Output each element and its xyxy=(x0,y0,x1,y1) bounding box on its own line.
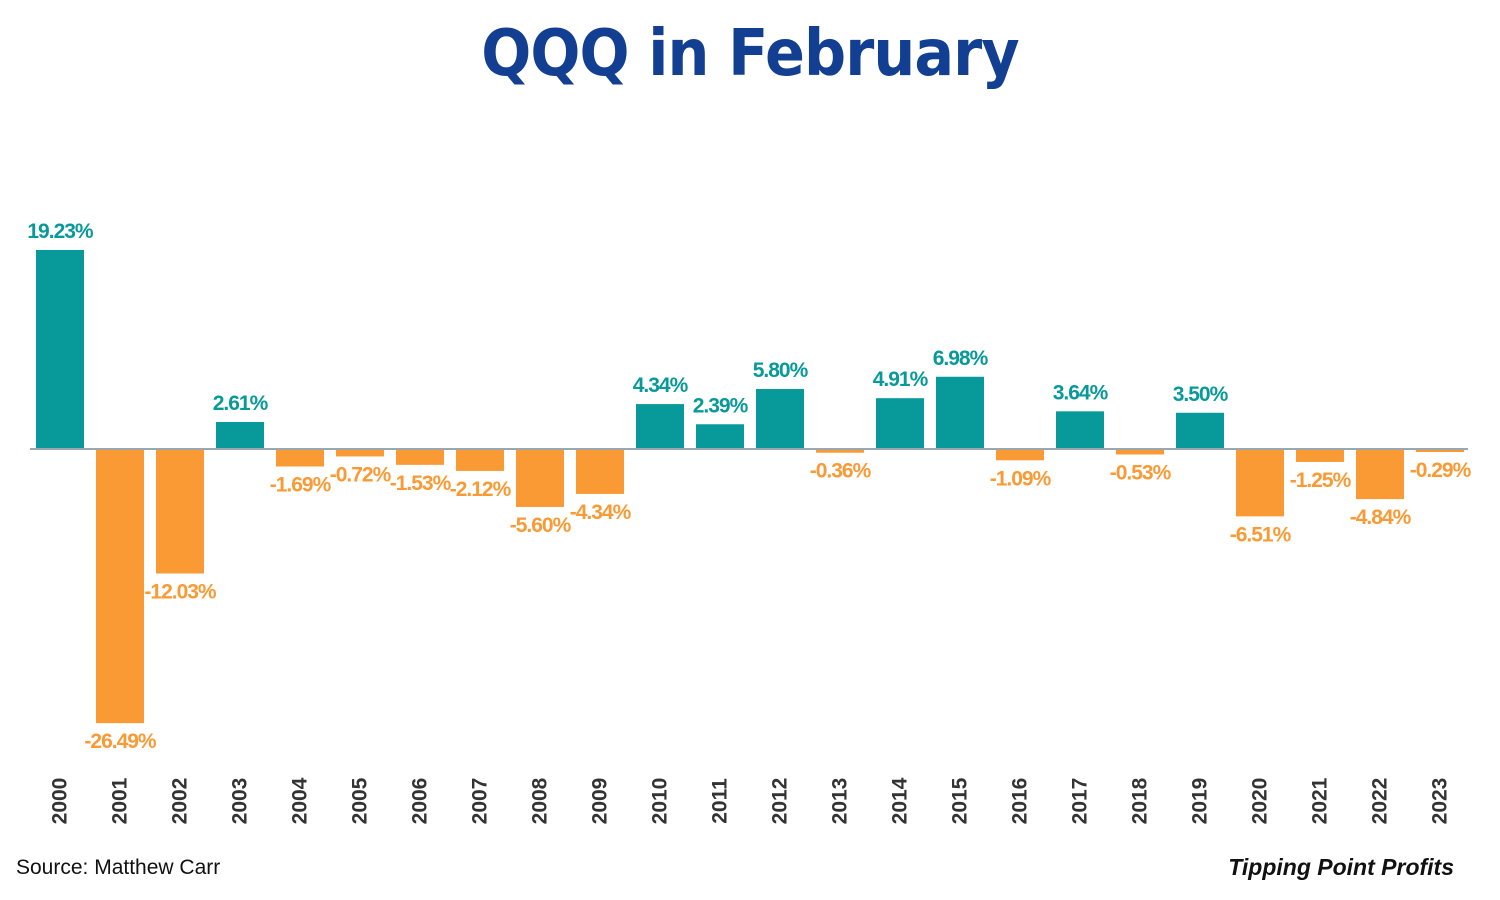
x-tick-label-2011: 2011 xyxy=(709,778,732,824)
bar-2019 xyxy=(1176,412,1224,449)
value-label-2018: -0.53% xyxy=(1110,461,1172,484)
value-label-2004: -1.69% xyxy=(270,473,332,496)
bar-2008 xyxy=(516,449,564,507)
value-label-2007: -2.12% xyxy=(450,478,512,501)
x-tick-label-2003: 2003 xyxy=(229,778,252,825)
x-tick-label-2005: 2005 xyxy=(349,777,372,824)
x-axis-tick-labels: 2000 2001 2002 2003 2004 2005 2006 2007 2008 2009… xyxy=(49,777,1452,824)
value-label-2005: -0.72% xyxy=(330,463,392,486)
x-tick-label-2002: 2002 xyxy=(169,778,192,825)
bar-2009 xyxy=(576,449,624,494)
bar-2018 xyxy=(1116,449,1164,455)
bar-2005 xyxy=(336,449,384,457)
x-tick-label-2000: 2000 xyxy=(49,778,72,825)
value-label-2008: -5.60% xyxy=(510,514,572,537)
x-tick-label-2022: 2022 xyxy=(1369,778,1392,825)
bar-2017 xyxy=(1056,411,1104,449)
bar-2001 xyxy=(96,449,144,724)
x-tick-label-2001: 2001 xyxy=(109,777,132,824)
x-tick-label-2018: 2018 xyxy=(1129,777,1152,824)
bar-2003 xyxy=(216,421,264,449)
bar-2002 xyxy=(156,449,204,574)
x-tick-label-2016: 2016 xyxy=(1009,778,1032,825)
bar-2015 xyxy=(936,376,984,449)
value-label-2002: -12.03% xyxy=(144,580,217,603)
x-tick-label-2014: 2014 xyxy=(889,777,912,824)
value-label-2010: 4.34% xyxy=(633,374,689,397)
x-tick-label-2010: 2010 xyxy=(649,778,672,825)
bar-2021 xyxy=(1296,449,1344,462)
x-tick-label-2012: 2012 xyxy=(769,778,792,825)
bar-2023 xyxy=(1416,449,1464,453)
x-tick-label-2015: 2015 xyxy=(949,777,972,824)
x-tick-label-2021: 2021 xyxy=(1309,777,1332,824)
x-tick-label-2006: 2006 xyxy=(409,778,432,825)
bar-2020 xyxy=(1236,449,1284,517)
brand-logo-text: Tipping Point Profits xyxy=(1228,854,1454,880)
x-tick-label-2004: 2004 xyxy=(289,777,312,824)
x-tick-label-2020: 2020 xyxy=(1249,778,1272,825)
x-tick-label-2008: 2008 xyxy=(529,777,552,824)
value-label-2015: 6.98% xyxy=(933,347,989,370)
value-label-2022: -4.84% xyxy=(1350,506,1412,529)
bar-2000 xyxy=(36,250,84,449)
bar-2006 xyxy=(396,449,444,465)
value-label-2019: 3.50% xyxy=(1173,383,1229,406)
x-tick-label-2019: 2019 xyxy=(1189,778,1212,825)
value-label-2014: 4.91% xyxy=(873,368,929,391)
bar-2013 xyxy=(816,449,864,453)
chart-title: QQQ in February xyxy=(481,17,1019,91)
value-label-2016: -1.09% xyxy=(990,467,1052,490)
value-label-2013: -0.36% xyxy=(810,460,872,483)
value-label-2012: 5.80% xyxy=(753,359,809,382)
x-tick-label-2009: 2009 xyxy=(589,778,612,825)
bars-group xyxy=(36,250,1464,724)
x-tick-label-2023: 2023 xyxy=(1429,778,1452,825)
value-label-2003: 2.61% xyxy=(213,392,269,415)
value-labels-group: 19.23%-26.49%-12.03%2.61%-1.69% -0.72% -1.… xyxy=(27,220,1472,753)
value-label-2023: -0.29% xyxy=(1410,459,1472,482)
value-label-2020: -6.51% xyxy=(1230,523,1292,546)
bar-2007 xyxy=(456,449,504,471)
bar-2012 xyxy=(756,388,804,449)
bar-2022 xyxy=(1356,449,1404,500)
x-tick-label-2013: 2013 xyxy=(829,778,852,825)
bar-2014 xyxy=(876,398,924,449)
x-tick-label-2007: 2007 xyxy=(469,778,492,825)
value-label-2017: 3.64% xyxy=(1053,381,1109,404)
value-label-2009: -4.34% xyxy=(570,501,632,524)
value-label-2011: 2.39% xyxy=(693,394,749,417)
x-tick-label-2017: 2017 xyxy=(1069,778,1092,825)
bar-2016 xyxy=(996,449,1044,461)
value-label-2001: -26.49% xyxy=(84,730,157,753)
bar-2010 xyxy=(636,404,684,449)
bar-2004 xyxy=(276,449,324,467)
value-label-2021: -1.25% xyxy=(1290,469,1352,492)
bar-2011 xyxy=(696,424,744,449)
value-label-2000: 19.23% xyxy=(27,220,94,243)
source-credit: Source: Matthew Carr xyxy=(16,856,221,879)
value-label-2006: -1.53% xyxy=(390,472,452,495)
